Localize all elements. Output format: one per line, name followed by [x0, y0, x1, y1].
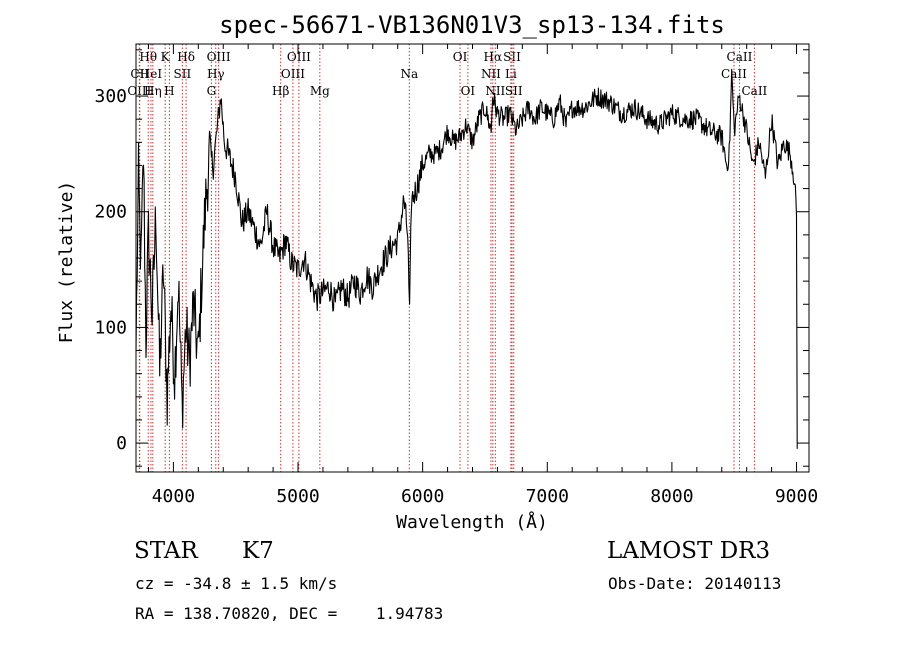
y-tick-label-300: 300: [94, 86, 127, 107]
line-marker-label-18: OI: [461, 84, 476, 98]
survey-name: LAMOST DR3: [607, 538, 771, 564]
line-marker-label-13: OIII: [281, 67, 305, 81]
line-marker-label-16: Na: [400, 67, 418, 81]
plot-frame: [135, 43, 810, 473]
y-tick-label-200: 200: [94, 202, 127, 223]
line-marker-label-20: Hα: [484, 50, 503, 64]
line-marker-label-9: G: [207, 84, 217, 98]
line-marker-label-19: NII: [481, 67, 501, 81]
line-marker-label-5: K: [161, 50, 171, 64]
x-tick-label-9000: 9000: [775, 486, 818, 507]
line-marker-label-3: HeI: [140, 67, 163, 81]
x-axis-label: Wavelength (Å): [396, 511, 548, 533]
line-marker-label-25: CaII: [721, 67, 747, 81]
x-tick-label-6000: 6000: [401, 486, 444, 507]
line-marker-label-7: SII: [174, 67, 192, 81]
line-marker-label-14: OIII: [287, 50, 311, 64]
y-axis-label: Flux (relative): [56, 181, 77, 344]
spectrum-chart: spec-56671-VB136N01V3_sp13-134.fits Hθ OI…: [56, 11, 818, 533]
line-marker-label-4: Hη: [144, 84, 162, 98]
line-marker-label-15: Mg: [310, 84, 330, 98]
spectral-subclass: K7: [242, 538, 274, 564]
y-tick-label-100: 100: [94, 317, 127, 338]
y-tick-label-0: 0: [116, 433, 127, 454]
object-class: STAR: [134, 538, 198, 564]
chart-title: spec-56671-VB136N01V3_sp13-134.fits: [219, 11, 725, 39]
line-marker-label-27: CaII: [741, 84, 767, 98]
line-marker-label-10: Hγ: [207, 67, 225, 81]
line-marker-label-26: CaII: [727, 50, 753, 64]
x-tick-label-5000: 5000: [276, 486, 319, 507]
line-marker-label-17: OI: [453, 50, 468, 64]
line-marker-label-11: OIII: [207, 50, 231, 64]
spectral-line-markers: HθOIIICIIHeIHηKHSIIHδGHγOIIIHβOIIIOIIIMg…: [127, 44, 768, 472]
radial-velocity: cz = -34.8 ± 1.5 km/s: [135, 574, 338, 593]
observation-date: Obs-Date: 20140113: [608, 574, 782, 593]
line-marker-label-0: Hθ: [139, 50, 157, 64]
coordinates: RA = 138.70820, DEC = 1.94783: [135, 604, 444, 623]
line-marker-label-2: CII: [130, 67, 149, 81]
x-tick-label-8000: 8000: [650, 486, 693, 507]
line-marker-label-24: SII: [505, 84, 523, 98]
x-tick-label-7000: 7000: [526, 486, 569, 507]
x-tick-label-4000: 4000: [152, 486, 195, 507]
spectrum-line: [135, 68, 798, 449]
line-marker-label-12: Hβ: [272, 84, 289, 98]
line-marker-label-6: H: [164, 84, 174, 98]
line-marker-label-21: NII: [485, 84, 505, 98]
line-marker-label-23: SII: [503, 50, 521, 64]
line-marker-label-8: Hδ: [177, 50, 195, 64]
line-marker-label-22: Li: [505, 67, 517, 81]
axis-ticks: 4000 5000 6000 7000 8000 9000 0 100 200 300: [94, 44, 818, 507]
